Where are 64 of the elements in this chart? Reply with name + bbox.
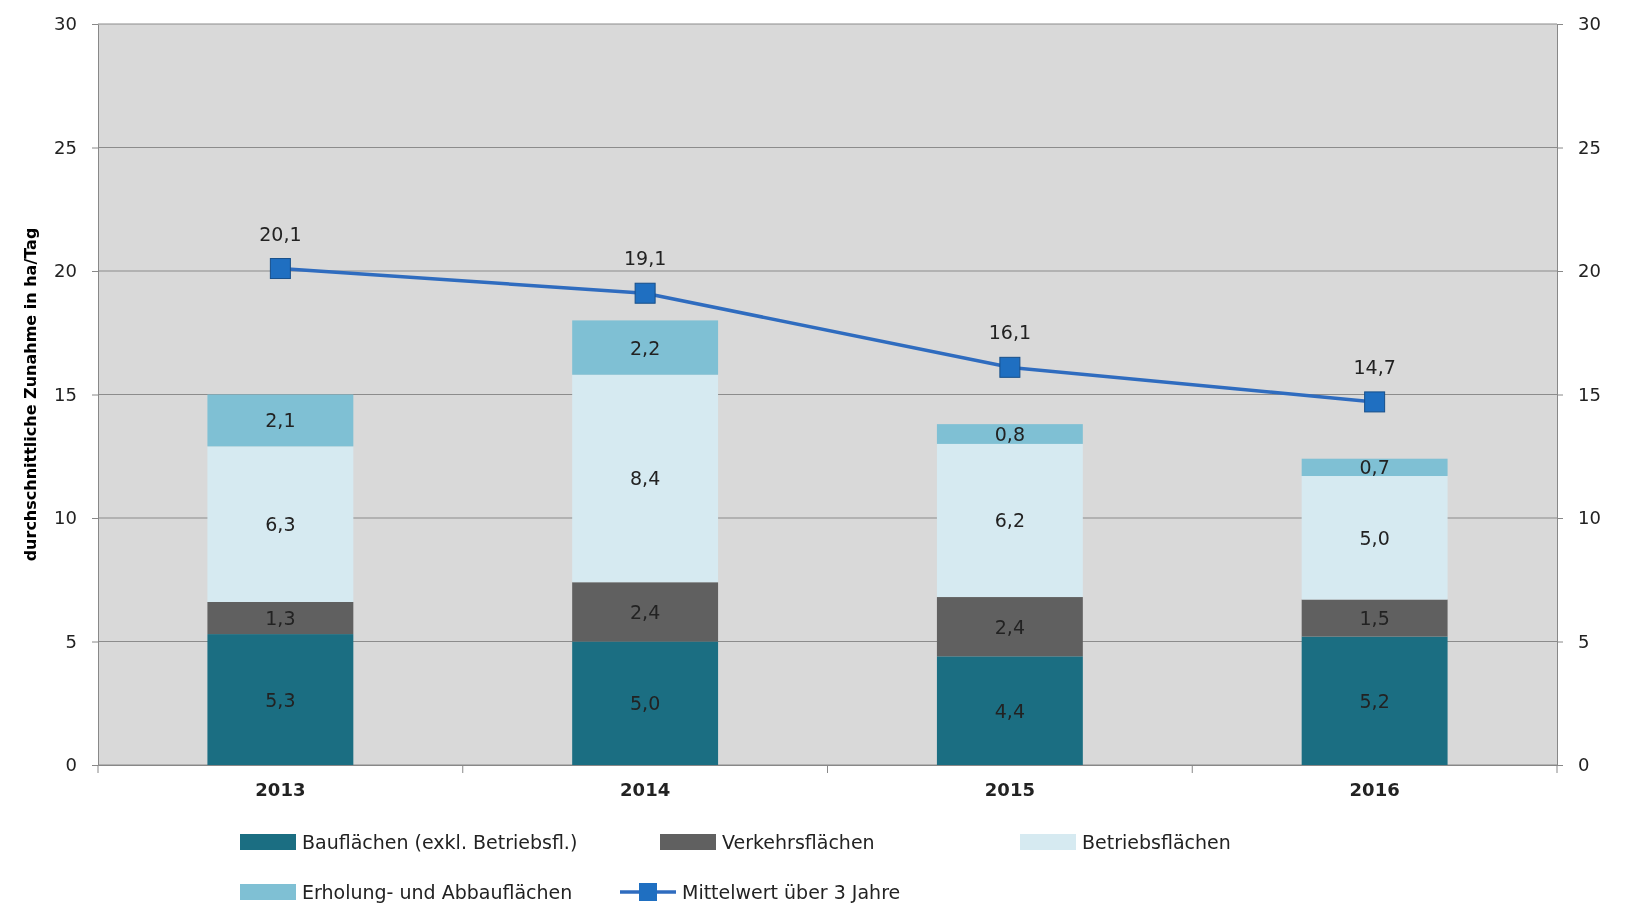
y-tick-label: 20 (54, 260, 77, 282)
y-tick-label: 5 (65, 630, 77, 652)
data-label: 0,7 (1359, 456, 1390, 479)
x-tick-label: 2014 (620, 779, 671, 800)
bar (572, 582, 719, 642)
data-label: 2,4 (630, 600, 661, 623)
data-label: 5,0 (1359, 526, 1390, 549)
bar (1301, 458, 1448, 477)
data-label: 5,3 (265, 688, 296, 711)
bar (572, 374, 719, 583)
legend-label: Betriebsflächen (1082, 831, 1231, 853)
legend-label: Erholung- und Abbauflächen (302, 881, 573, 903)
bar (936, 597, 1083, 657)
x-tick-label: 2013 (255, 779, 306, 800)
bar (1301, 599, 1448, 637)
point (269, 258, 291, 280)
data-label: 19,1 (623, 247, 667, 270)
y2-tick-label: 30 (1578, 13, 1601, 35)
data-label: 8,4 (630, 467, 661, 490)
x-tick-label: 2015 (984, 779, 1035, 800)
legend-label: Mittelwert über 3 Jahre (682, 881, 901, 903)
y-tick-label: 15 (54, 383, 77, 405)
y2-tick-label: 15 (1578, 383, 1601, 405)
y-tick-label: 0 (65, 754, 77, 776)
bar (1301, 636, 1448, 765)
data-label: 6,2 (994, 509, 1025, 532)
bar (207, 634, 354, 765)
bar (936, 443, 1083, 598)
data-label: 16,1 (988, 321, 1032, 344)
y-axis-title: durchschnittliche Zunahme in ha/Tag (21, 227, 40, 562)
point (999, 356, 1021, 378)
y2-tick-label: 0 (1578, 754, 1590, 776)
y2-tick-label: 10 (1578, 507, 1601, 529)
data-label: 4,4 (994, 699, 1025, 722)
point (1364, 391, 1386, 413)
legend-label: Verkehrsflächen (722, 831, 875, 853)
point (634, 282, 656, 304)
bar (572, 320, 719, 375)
data-label: 2,1 (265, 409, 296, 432)
bar (572, 641, 719, 765)
bar (1301, 476, 1448, 600)
data-label: 2,2 (630, 336, 661, 359)
y-tick-label: 25 (54, 136, 77, 158)
y2-tick-label: 20 (1578, 260, 1601, 282)
y2-tick-label: 5 (1578, 630, 1590, 652)
bar (207, 394, 354, 447)
bar (936, 424, 1083, 444)
data-label: 5,2 (1359, 689, 1390, 712)
y-tick-label: 10 (54, 507, 77, 529)
y2-tick-label: 25 (1578, 136, 1601, 158)
x-tick-label: 2016 (1349, 779, 1400, 800)
data-label: 1,3 (265, 607, 296, 630)
data-label: 5,0 (630, 692, 661, 715)
bar (207, 601, 354, 635)
data-label: 6,3 (265, 513, 296, 536)
data-label: 0,8 (994, 423, 1025, 446)
bar (207, 446, 354, 602)
data-label: 2,4 (994, 615, 1025, 638)
legend-label: Bauflächen (exkl. Betriebsfl.) (302, 831, 578, 853)
y-tick-label: 30 (54, 13, 77, 35)
data-label: 1,5 (1359, 607, 1390, 630)
data-label: 14,7 (1353, 355, 1396, 378)
data-label: 20,1 (259, 222, 302, 245)
bar (936, 656, 1083, 765)
